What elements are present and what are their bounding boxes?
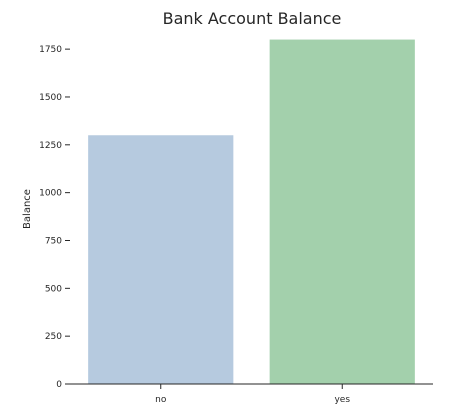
- bar-yes: [269, 39, 415, 384]
- y-axis-label: Balance: [22, 189, 33, 229]
- y-tick-label: 750: [45, 236, 62, 246]
- y-tick-label: 500: [45, 284, 62, 294]
- chart-title: Bank Account Balance: [163, 9, 342, 28]
- y-tick-label: 1500: [39, 93, 62, 103]
- y-tick-label: 1750: [39, 45, 62, 55]
- y-tick-label: 1250: [39, 141, 62, 151]
- x-tick-label-yes: yes: [334, 395, 350, 405]
- y-tick-label: 250: [45, 332, 62, 342]
- x-axis: no yes: [70, 383, 433, 405]
- bars-group: [88, 39, 415, 384]
- y-tick-label: 1000: [39, 189, 62, 199]
- bar-no: [88, 135, 234, 384]
- y-tick-label: 0: [56, 380, 62, 390]
- y-axis: 0 250 500 750 1000 1250 1500 1750: [39, 45, 70, 390]
- x-tick-label-no: no: [155, 395, 167, 405]
